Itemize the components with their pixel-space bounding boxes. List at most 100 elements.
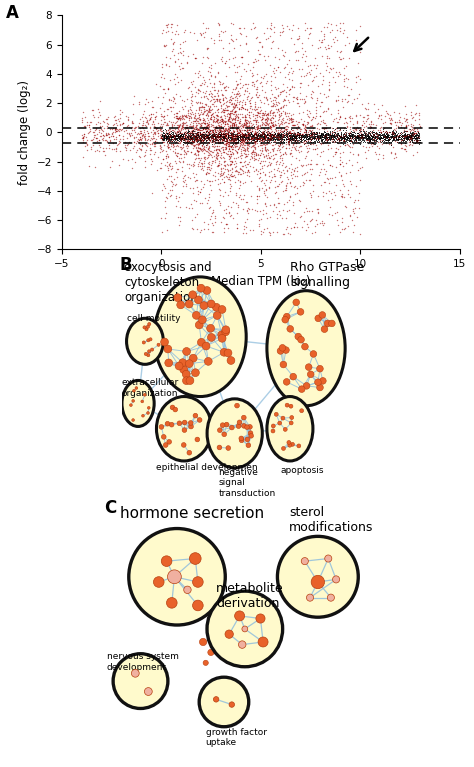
Point xyxy=(237,107,244,120)
Point xyxy=(197,131,205,143)
Point xyxy=(196,104,203,117)
Point xyxy=(348,131,356,143)
Point xyxy=(274,127,282,139)
Point xyxy=(358,127,365,140)
Point xyxy=(233,163,240,176)
Point xyxy=(287,158,295,170)
Point xyxy=(238,132,246,144)
Point xyxy=(222,218,230,230)
Point xyxy=(390,106,398,118)
Point xyxy=(324,194,331,206)
Point xyxy=(200,91,208,103)
Point xyxy=(167,125,174,137)
Point xyxy=(357,129,365,141)
Point xyxy=(197,144,204,156)
Point xyxy=(390,130,398,143)
Point xyxy=(264,135,271,147)
Point xyxy=(407,130,415,142)
Point xyxy=(176,130,183,142)
Point xyxy=(303,130,310,142)
Point xyxy=(353,129,361,141)
Point xyxy=(292,133,300,145)
Point xyxy=(87,134,95,146)
Point xyxy=(357,123,365,135)
Point xyxy=(197,157,204,170)
Point xyxy=(244,165,252,177)
Point xyxy=(202,130,210,142)
Point xyxy=(330,128,338,140)
Point xyxy=(296,124,303,137)
Point xyxy=(265,182,273,194)
Point xyxy=(237,130,244,143)
Point xyxy=(79,133,87,146)
Point xyxy=(339,134,347,146)
Point xyxy=(214,178,222,190)
Point xyxy=(322,122,329,134)
Point xyxy=(294,54,302,67)
Point xyxy=(188,126,196,138)
Point xyxy=(342,131,349,143)
Point xyxy=(185,127,192,140)
Point xyxy=(162,130,170,143)
Point xyxy=(403,130,410,143)
Point xyxy=(412,130,420,143)
Point xyxy=(328,130,335,143)
Point xyxy=(232,138,239,150)
Point xyxy=(334,104,341,117)
Point xyxy=(300,137,308,150)
Point xyxy=(186,132,193,144)
Point xyxy=(255,131,263,143)
Point xyxy=(166,133,174,146)
Point xyxy=(322,129,329,141)
Point xyxy=(236,130,244,143)
Point xyxy=(292,128,299,140)
Point xyxy=(271,133,279,146)
Point xyxy=(404,119,412,131)
Point xyxy=(178,120,186,133)
Point xyxy=(219,89,227,101)
Point xyxy=(203,130,210,142)
Point xyxy=(256,128,264,140)
Point xyxy=(254,83,261,95)
Point xyxy=(357,128,365,140)
Point xyxy=(298,130,305,143)
Point xyxy=(188,135,195,147)
Point xyxy=(279,185,287,197)
Point xyxy=(232,157,239,170)
Point xyxy=(164,140,172,152)
Point xyxy=(275,113,283,125)
Point xyxy=(392,128,399,140)
Point xyxy=(216,135,224,147)
Point xyxy=(238,136,246,148)
Point xyxy=(361,134,368,146)
Point xyxy=(230,130,238,143)
Point xyxy=(189,136,197,148)
Point xyxy=(198,133,206,146)
Point xyxy=(411,129,419,141)
Point xyxy=(286,82,293,94)
Point xyxy=(213,114,220,126)
Point xyxy=(192,133,200,145)
Point xyxy=(254,132,261,144)
Point xyxy=(157,123,164,136)
Point xyxy=(180,133,188,145)
Point xyxy=(241,119,248,131)
Point xyxy=(240,88,248,100)
Point xyxy=(173,133,181,146)
Point xyxy=(229,117,237,130)
Circle shape xyxy=(147,350,151,353)
Point xyxy=(260,108,268,120)
Point xyxy=(241,113,248,125)
Point xyxy=(270,35,277,47)
Point xyxy=(214,67,222,80)
Point xyxy=(173,133,180,146)
Point xyxy=(351,130,359,142)
Point xyxy=(372,133,380,145)
Point xyxy=(226,163,233,176)
Point xyxy=(160,139,168,151)
Point xyxy=(236,191,243,203)
Point xyxy=(411,107,419,120)
Point xyxy=(228,105,235,117)
Point xyxy=(173,147,181,160)
Point xyxy=(249,133,256,146)
